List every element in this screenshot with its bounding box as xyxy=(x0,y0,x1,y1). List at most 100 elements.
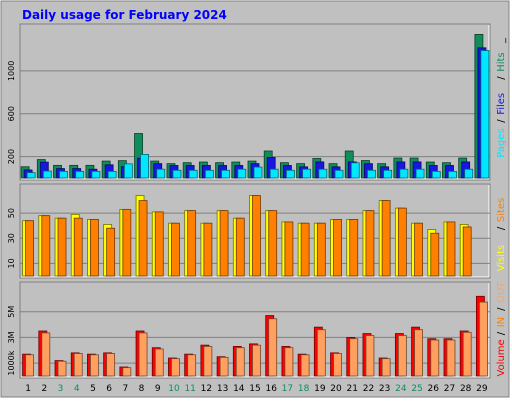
bar-sites xyxy=(284,221,294,277)
bar-out xyxy=(381,358,391,377)
legend-volume: Volume xyxy=(496,339,507,376)
legend-separator: / xyxy=(496,76,507,80)
bar-out xyxy=(446,339,456,377)
x-tick-label: 1 xyxy=(25,384,31,394)
x-tick-label: 12 xyxy=(201,384,212,394)
bar-out xyxy=(430,339,440,377)
y-tick-label: 200 xyxy=(7,149,16,164)
bar-pages xyxy=(334,169,344,179)
bar-sites xyxy=(462,226,472,277)
bar-out xyxy=(316,329,326,377)
bar-sites xyxy=(235,217,245,277)
bar-sites xyxy=(333,219,342,277)
bar-pages xyxy=(302,168,312,179)
y-tick-label: 1000 xyxy=(7,61,16,81)
bar-sites xyxy=(41,215,51,277)
bar-pages xyxy=(75,170,85,179)
bar-pages xyxy=(350,162,360,179)
bar-pages xyxy=(367,169,376,179)
bar-out xyxy=(235,347,245,377)
legend: Pages / Files / Hits _ xyxy=(496,37,507,158)
bar-pages xyxy=(156,168,166,179)
legend-visits: Visits xyxy=(496,245,507,272)
bar-out xyxy=(41,332,51,377)
x-tick-label: 22 xyxy=(363,384,374,394)
x-tick-label: 18 xyxy=(298,384,310,394)
legend-separator: / xyxy=(496,331,507,335)
bar-out xyxy=(478,301,488,377)
legend-separator: / xyxy=(496,119,507,123)
bar-pages xyxy=(221,169,230,179)
bar-sites xyxy=(268,210,278,277)
legend: Visits / Sites xyxy=(496,198,507,272)
plot-area xyxy=(19,23,491,181)
panel-visits_sites: 10 30 50 Visits / Sites xyxy=(7,183,507,279)
legend-hits: Hits xyxy=(496,52,507,71)
bar-pages xyxy=(253,166,263,179)
bar-out xyxy=(154,348,164,377)
bar-sites xyxy=(316,222,326,277)
bar-pages xyxy=(383,169,393,179)
bar-sites xyxy=(90,219,99,277)
bar-sites xyxy=(25,220,35,277)
x-tick-label: 26 xyxy=(428,384,440,394)
panel-hits_files_pages: 200 600 1000 Pages / Files / Hits _ xyxy=(7,23,507,181)
x-tick-label: 8 xyxy=(139,384,145,394)
bar-out xyxy=(138,332,148,377)
bar-pages xyxy=(399,168,409,179)
x-tick-label: 10 xyxy=(168,384,180,394)
legend-sites: Sites xyxy=(496,198,507,222)
bar-sites xyxy=(300,222,310,277)
x-tick-label: 21 xyxy=(347,384,358,394)
legend-pages: Pages xyxy=(496,128,507,157)
bar-out xyxy=(300,354,310,377)
bar-out xyxy=(462,331,472,377)
bar-sites xyxy=(203,222,213,277)
x-tick-label: 5 xyxy=(90,384,96,394)
x-tick-label: 17 xyxy=(282,384,293,394)
bar-sites xyxy=(154,211,164,277)
x-axis-labels: 1 2 3 4 5 6 7 8 9 10 11 12 13 14 15 16 17 18 19 20 21 22 23 24 2… xyxy=(25,384,488,394)
bar-sites xyxy=(430,232,440,277)
legend-in: IN xyxy=(496,317,507,327)
y-tick-label: 10 xyxy=(7,258,16,268)
bar-out xyxy=(397,335,407,377)
bar-sites xyxy=(365,210,375,277)
bar-sites xyxy=(397,207,407,277)
bar-out xyxy=(73,353,83,377)
bar-sites xyxy=(349,219,359,277)
y-tick-label: 1000k xyxy=(7,350,16,375)
panel-volume: 1000k 3M 5M Volume / IN / OUT xyxy=(7,281,507,379)
bar-out xyxy=(90,354,99,377)
bar-sites xyxy=(414,222,423,277)
x-tick-label: 9 xyxy=(155,384,161,394)
bar-pages xyxy=(59,170,68,179)
bar-out xyxy=(268,318,278,377)
bar-pages xyxy=(286,169,295,179)
x-tick-label: 11 xyxy=(184,384,195,394)
bar-out xyxy=(171,358,180,377)
bar-pages xyxy=(269,168,279,179)
chart-title: Daily usage for February 2024 xyxy=(22,8,227,22)
x-tick-label: 28 xyxy=(460,384,472,394)
bar-pages xyxy=(42,170,52,179)
x-tick-label: 23 xyxy=(379,384,390,394)
x-tick-label: 4 xyxy=(74,384,80,394)
bar-sites xyxy=(106,227,116,277)
legend-out: OUT xyxy=(496,281,507,303)
bar-out xyxy=(187,354,197,377)
x-tick-label: 16 xyxy=(265,384,277,394)
bar-sites xyxy=(73,217,83,277)
bar-pages xyxy=(188,169,198,179)
bar-pages xyxy=(204,169,214,179)
bar-sites xyxy=(171,222,180,277)
bar-sites xyxy=(252,195,261,277)
bar-out xyxy=(349,338,359,377)
legend: Volume / IN / OUT xyxy=(496,281,507,377)
bar-pages xyxy=(464,168,474,179)
x-tick-label: 7 xyxy=(122,384,128,394)
x-tick-label: 14 xyxy=(233,384,245,394)
legend-files: Files xyxy=(496,93,507,115)
